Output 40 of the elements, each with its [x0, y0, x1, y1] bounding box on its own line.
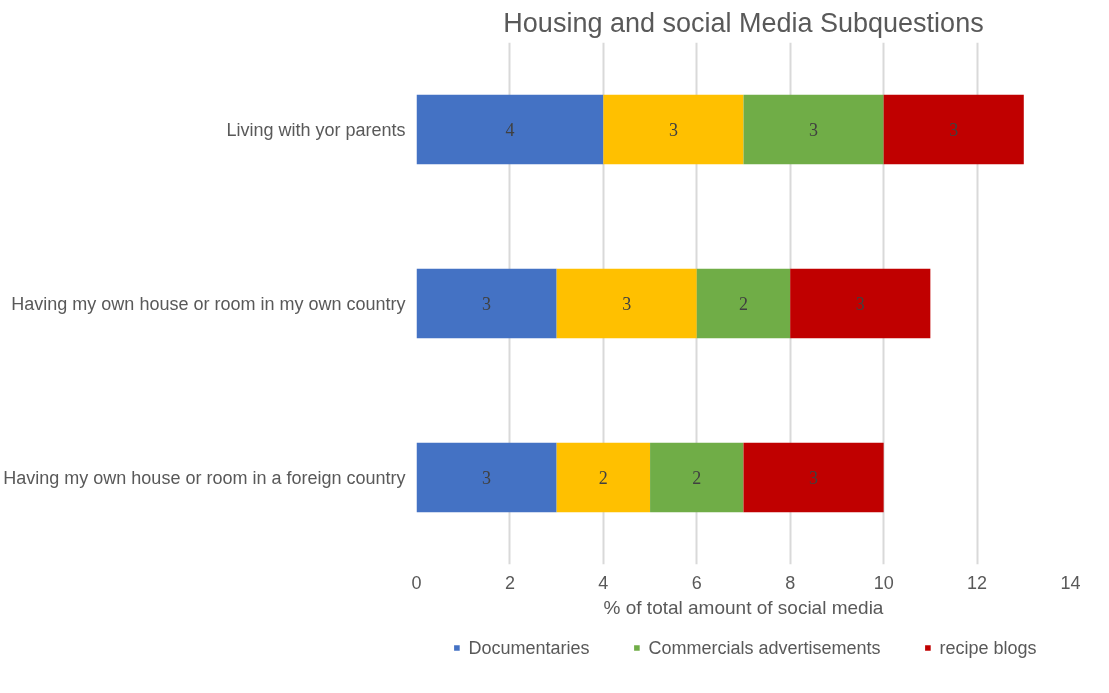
chart-title: Housing and social Media Subquestions: [503, 7, 984, 38]
x-tick-label: 2: [504, 572, 515, 593]
x-tick-label: 0: [411, 572, 422, 593]
legend-label: Documentaries: [468, 637, 590, 658]
bar: [603, 94, 744, 165]
legend-label: Commercials advertisements: [648, 637, 881, 658]
legend-label: recipe blogs: [939, 637, 1037, 658]
bar: [416, 94, 604, 165]
bar: [790, 268, 931, 339]
bar: [696, 268, 791, 339]
bar: [743, 94, 884, 165]
bar: [416, 268, 557, 339]
data-label: 3: [855, 294, 865, 314]
data-label: 2: [692, 468, 702, 488]
y-tick-label: Having my own house or room in my own country: [11, 293, 406, 314]
data-label: 3: [668, 120, 678, 140]
x-tick-label: 4: [598, 572, 609, 593]
data-label: 3: [622, 294, 632, 314]
bar: [556, 442, 651, 513]
data-label: 2: [739, 294, 748, 314]
data-label: 2: [598, 468, 608, 488]
data-label: 4: [505, 120, 515, 140]
data-label: 3: [482, 294, 492, 314]
x-tick-label: 12: [967, 572, 988, 593]
data-label: 3: [809, 120, 819, 140]
bar: [883, 94, 1024, 165]
bar: [556, 268, 697, 339]
bar: [650, 442, 744, 513]
data-label: 3: [949, 120, 959, 140]
x-tick-label: 6: [691, 572, 702, 593]
x-tick-label: 8: [785, 572, 796, 593]
data-label: 3: [809, 468, 819, 488]
x-tick-label: 14: [1060, 572, 1081, 593]
y-tick-label: Having my own house or room in a foreign country: [3, 467, 406, 488]
y-tick-label: Living with yor parents: [226, 119, 406, 140]
bar: [743, 442, 884, 513]
x-tick-label: 10: [873, 572, 894, 593]
bar: [416, 442, 557, 513]
data-label: 3: [482, 468, 492, 488]
x-axis-title: % of total amount of social media: [603, 596, 884, 618]
